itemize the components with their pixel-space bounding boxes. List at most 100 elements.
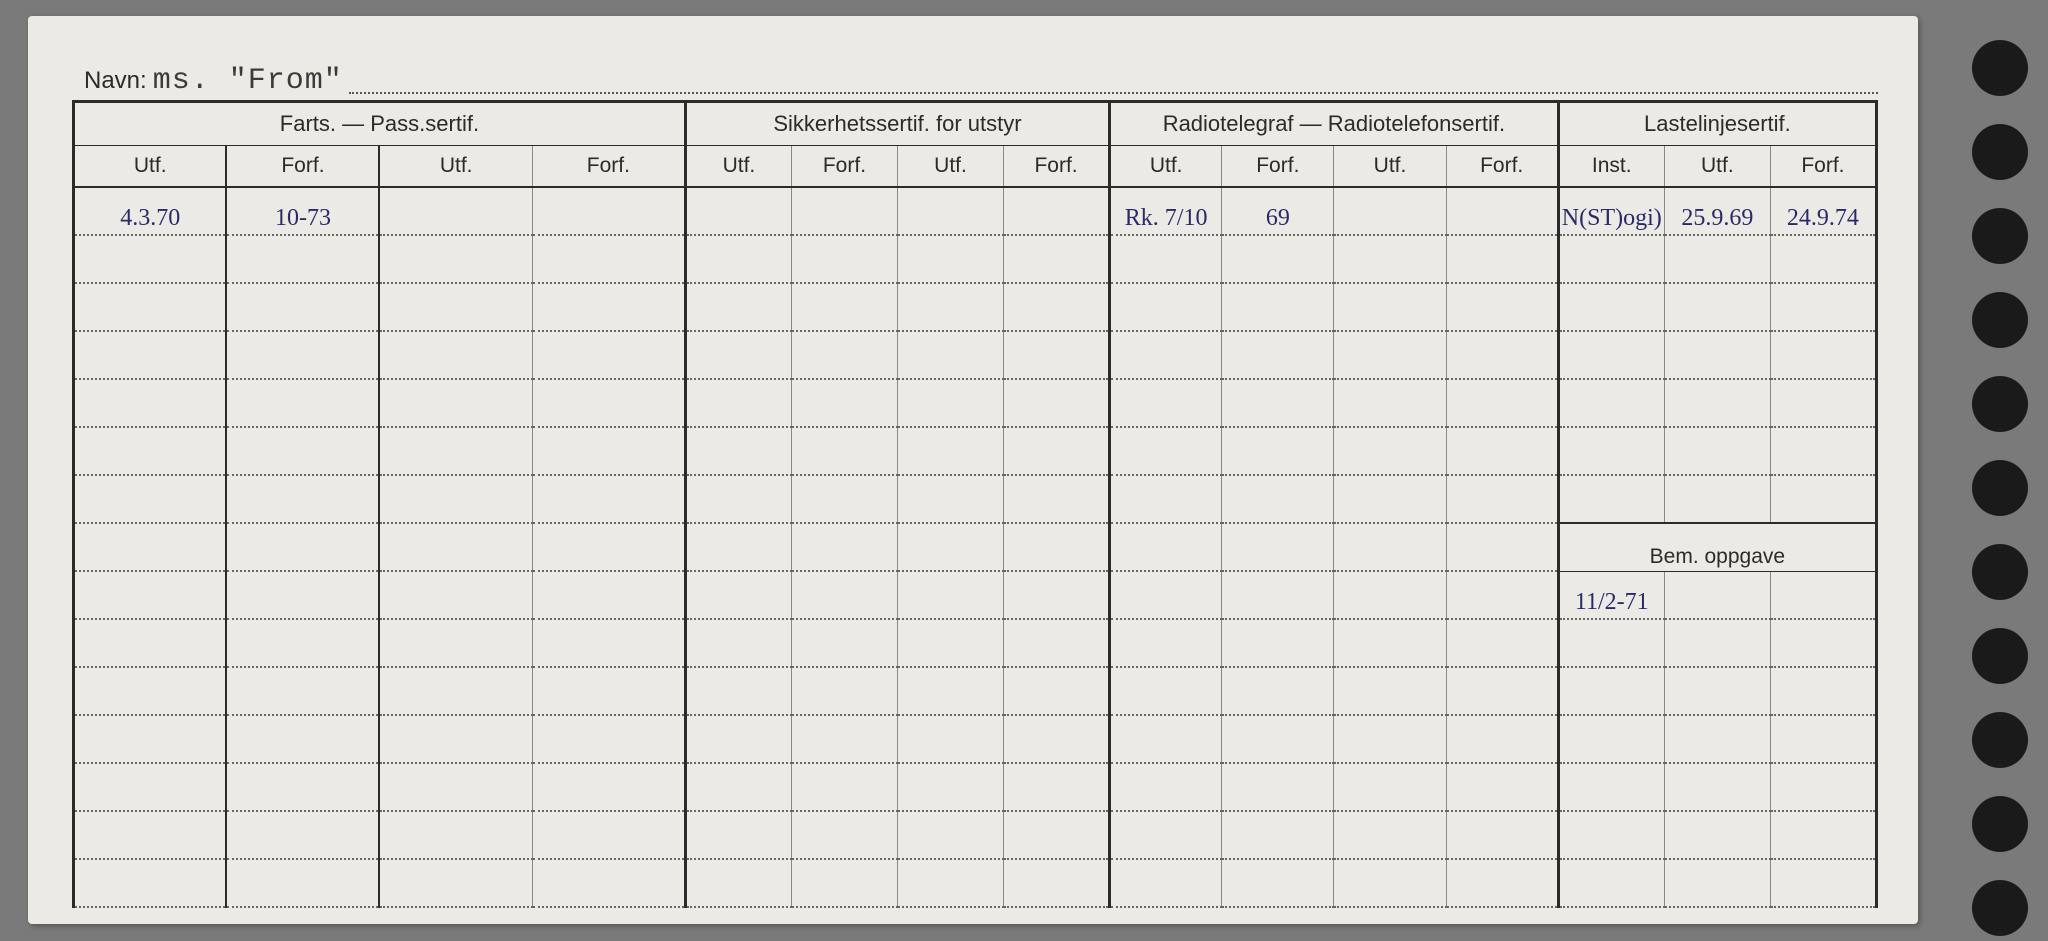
table-cell (897, 379, 1003, 427)
table-cell (1222, 283, 1334, 331)
table-cell (685, 379, 791, 427)
table-cell (1334, 571, 1446, 619)
table-cell (1770, 715, 1876, 763)
table-cell (226, 379, 379, 427)
sub-utf: Utf. (1110, 146, 1222, 188)
table-cell (897, 811, 1003, 859)
table-cell (1664, 667, 1770, 715)
table-cell (379, 571, 532, 619)
table-cell (791, 379, 897, 427)
table-cell (1110, 235, 1222, 283)
table-cell (1110, 475, 1222, 523)
table-cell (685, 571, 791, 619)
table-row (74, 235, 1877, 283)
table-row: 4.3.7010-73Rk. 7/1069N(ST)ogi)25.9.6924.… (74, 187, 1877, 235)
table-cell (532, 427, 685, 475)
group-header-row: Farts. — Pass.sertif. Sikkerhetssertif. … (74, 102, 1877, 146)
table-cell (532, 619, 685, 667)
table-cell (791, 763, 897, 811)
table-cell (1558, 667, 1664, 715)
table-cell (1004, 523, 1110, 571)
table-cell (685, 859, 791, 907)
table-cell (1664, 715, 1770, 763)
table-cell (74, 235, 227, 283)
table-cell (1004, 667, 1110, 715)
punch-hole (1972, 712, 2028, 768)
table-cell (791, 667, 897, 715)
table-cell: 25.9.69 (1664, 187, 1770, 235)
sub-utf: Utf. (379, 146, 532, 188)
table-cell (791, 427, 897, 475)
table-cell (74, 859, 227, 907)
table-cell (1110, 859, 1222, 907)
table-cell (74, 811, 227, 859)
table-cell: Rk. 7/10 (1110, 187, 1222, 235)
table-cell (791, 811, 897, 859)
table-cell (1110, 763, 1222, 811)
table-cell (1446, 187, 1558, 235)
table-cell (1222, 427, 1334, 475)
table-cell (74, 715, 227, 763)
table-cell (685, 523, 791, 571)
table-cell (1004, 331, 1110, 379)
name-value: ms. "From" (153, 64, 343, 98)
table-cell (791, 715, 897, 763)
table-cell (379, 667, 532, 715)
table-cell (1446, 619, 1558, 667)
table-cell (1558, 475, 1664, 523)
punch-hole (1972, 208, 2028, 264)
table-cell (1664, 475, 1770, 523)
table-cell (1110, 523, 1222, 571)
table-cell (379, 283, 532, 331)
table-cell (897, 427, 1003, 475)
table-cell (379, 763, 532, 811)
table-cell (1558, 811, 1664, 859)
table-cell: 69 (1222, 187, 1334, 235)
table-cell (226, 331, 379, 379)
table-cell (1446, 283, 1558, 331)
table-cell (685, 283, 791, 331)
sub-forf: Forf. (226, 146, 379, 188)
table-cell (226, 667, 379, 715)
table-cell (1334, 427, 1446, 475)
table-cell (1558, 763, 1664, 811)
table-cell (379, 715, 532, 763)
table-cell: N(ST)ogi) (1558, 187, 1664, 235)
table-cell (1664, 235, 1770, 283)
table-row (74, 859, 1877, 907)
table-cell (1110, 427, 1222, 475)
table-cell (1334, 235, 1446, 283)
table-cell (1334, 523, 1446, 571)
table-cell (379, 523, 532, 571)
record-card: Navn: ms. "From" Farts. — Pass.sertif. S… (28, 16, 1918, 924)
sub-utf: Utf. (1664, 146, 1770, 188)
table-cell (226, 283, 379, 331)
table-cell (897, 763, 1003, 811)
table-cell (791, 331, 897, 379)
punch-hole (1972, 544, 2028, 600)
table-cell (532, 523, 685, 571)
table-cell (897, 187, 1003, 235)
table-cell (1222, 331, 1334, 379)
table-cell: 11/2-71 (1558, 571, 1664, 619)
table-cell (532, 379, 685, 427)
table-row (74, 619, 1877, 667)
table-cell (74, 379, 227, 427)
table-cell (1446, 811, 1558, 859)
table-cell (791, 283, 897, 331)
table-cell (791, 619, 897, 667)
table-cell (1558, 379, 1664, 427)
table-cell (1770, 331, 1876, 379)
table-cell (532, 715, 685, 763)
table-cell (1770, 379, 1876, 427)
table-cell (791, 475, 897, 523)
table-cell (379, 187, 532, 235)
table-cell (532, 283, 685, 331)
table-cell (1770, 235, 1876, 283)
table-cell (74, 619, 227, 667)
table-cell (1004, 715, 1110, 763)
table-cell (1770, 571, 1876, 619)
table-cell (1558, 715, 1664, 763)
group-radio: Radiotelegraf — Radiotelefonsertif. (1110, 102, 1559, 146)
table-cell (226, 475, 379, 523)
